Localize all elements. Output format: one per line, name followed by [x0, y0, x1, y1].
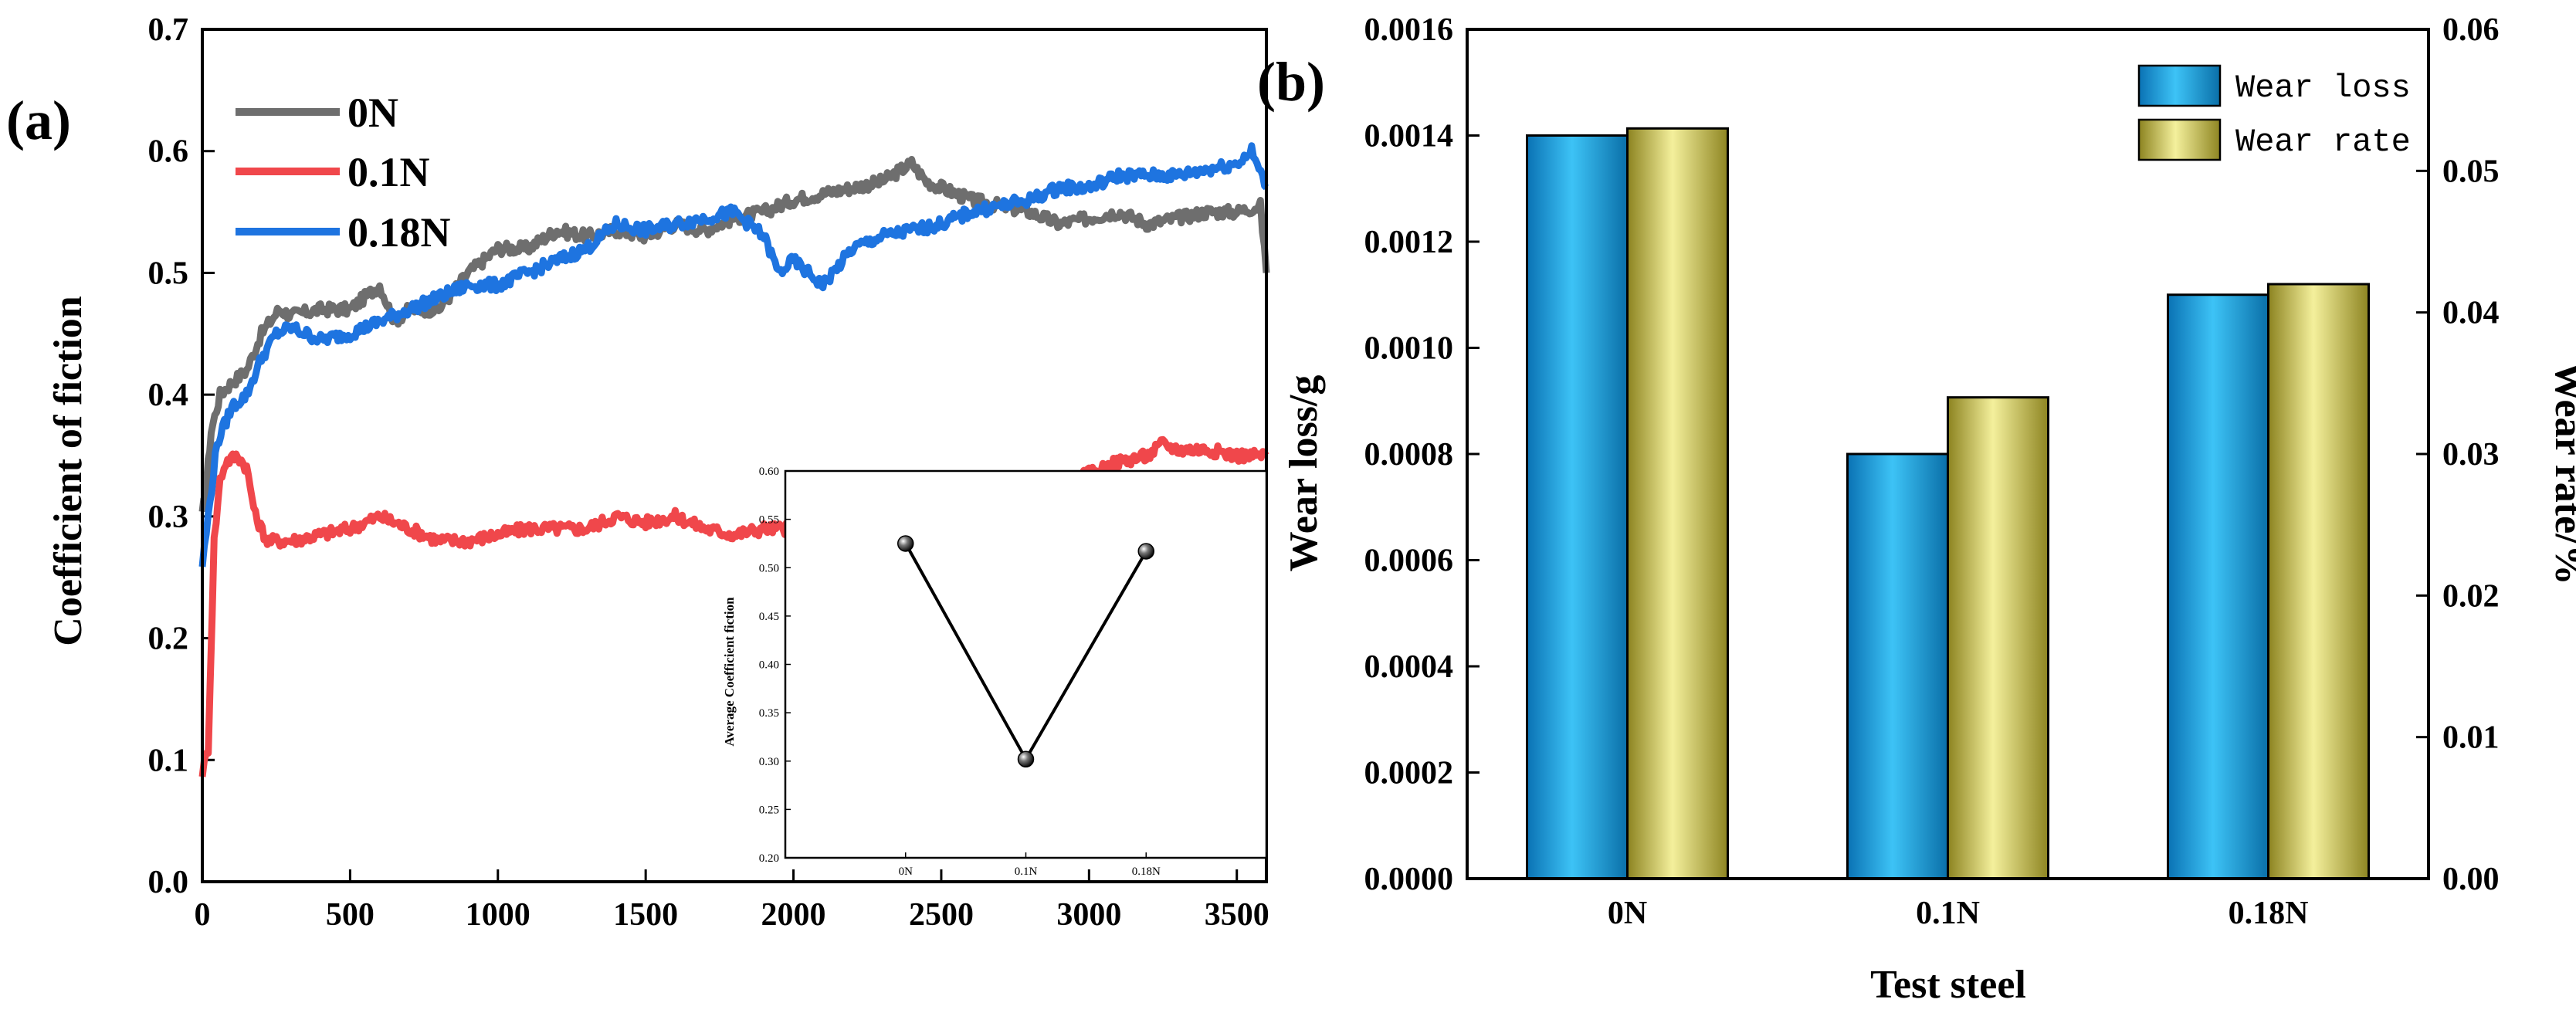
a-x-tick-label: 2000 [761, 897, 826, 933]
bar-wear-loss-0N [1526, 134, 1629, 880]
panel-b-x-axis-label: Test steel [1870, 963, 2026, 1007]
a-y-tick-label: 0.3 [148, 500, 189, 535]
legend-label-wear-loss: Wear loss [2235, 69, 2411, 107]
bar-wear-loss-0-18N [2167, 293, 2269, 880]
a-x-tick-label: 3500 [1205, 897, 1269, 933]
a-y-tick-label: 0.4 [148, 378, 189, 413]
b-x-tick-label: 0.18N [2229, 896, 2309, 931]
b-x-tick-label: 0N [1608, 896, 1647, 931]
panel-a-legend: 0N 0.1N 0.18N [236, 90, 451, 256]
panel-a-x-ticks: 0 500 1000 1500 2000 2500 3000 3500 [195, 869, 1269, 933]
panel-b-left-axis-label: Wear loss/g [1282, 375, 1326, 572]
inset-y-tick-label: 0.40 [759, 659, 779, 672]
inset-point-0N [897, 535, 914, 552]
b-left-tick-label: 0.0014 [1364, 119, 1454, 154]
a-x-tick-label: 500 [326, 897, 375, 933]
a-x-tick-label: 2500 [909, 897, 974, 933]
legend-swatch-wear-loss [2137, 64, 2222, 107]
legend-label-0-1n: 0.1N [347, 149, 430, 195]
b-right-tick-label: 0.00 [2442, 862, 2500, 897]
inset-y-tick-label: 0.60 [759, 466, 779, 478]
b-left-tick-label: 0.0010 [1364, 331, 1454, 367]
inset-x-tick-label: 0N [899, 866, 913, 878]
legend-label-0n: 0N [347, 90, 398, 136]
panel-a-label: (a) [6, 90, 71, 151]
panel-a-y-ticks: 0.0 0.1 0.2 0.3 0.4 0.5 0.6 0.7 [148, 12, 215, 900]
a-x-tick-label: 1500 [613, 897, 678, 933]
inset-y-tick-label: 0.20 [759, 852, 779, 865]
a-y-tick-label: 0.7 [148, 12, 189, 48]
inset-x-tick-label: 0.1N [1015, 866, 1038, 878]
inset-y-tick-label: 0.55 [759, 514, 779, 527]
inset-marks [897, 535, 1154, 767]
panel-b-plot-frame [1466, 28, 2430, 880]
series-line-0-1N [198, 435, 1269, 778]
inset-x-ticks: 0N 0.1N 0.18N [899, 852, 1161, 878]
a-y-tick-label: 0.2 [148, 622, 189, 657]
a-y-tick-label: 0.6 [148, 134, 189, 170]
panel-b-legend: Wear loss Wear rate [2137, 64, 2411, 161]
panel-a: (a) Coefficient of fiction 0.00.10.20.30… [6, 12, 1270, 933]
b-right-tick-label: 0.02 [2442, 578, 2500, 614]
a-y-tick-label: 0.0 [148, 865, 189, 900]
inset-y-tick-label: 0.45 [759, 611, 779, 623]
inset-y-tick-label: 0.50 [759, 562, 779, 574]
panel-a-plot-frame [201, 28, 1268, 883]
inset-y-tick-label: 0.25 [759, 804, 779, 816]
panel-a-series-lines [198, 142, 1270, 778]
b-left-tick-label: 0.0006 [1364, 544, 1454, 579]
panel-b-x-ticks: 0N 0.1N 0.18N [1608, 866, 2309, 931]
b-left-tick-label: 0.0000 [1364, 862, 1454, 897]
bar-wear-loss-0-1N [1846, 452, 1949, 880]
legend-label-wear-rate: Wear rate [2235, 124, 2411, 161]
inset-frame [784, 469, 1268, 859]
b-right-tick-label: 0.03 [2442, 437, 2500, 473]
inset-y-tick-label: 0.30 [759, 756, 779, 768]
a-x-tick-label: 3000 [1056, 897, 1121, 933]
inset-y-axis-label: Average Coefficient fiction [722, 597, 737, 747]
bar-wear-rate-0-18N [2267, 283, 2370, 880]
panel-b-right-ticks: 0.00 0.01 0.02 0.03 0.04 0.05 0.06 [2416, 12, 2500, 897]
series-line-0-18N [198, 142, 1269, 567]
b-left-tick-label: 0.0016 [1364, 12, 1454, 48]
inset-point-0-1N [1017, 750, 1035, 767]
legend-swatch-wear-rate [2137, 118, 2222, 161]
a-x-tick-label: 1000 [466, 897, 530, 933]
a-y-tick-label: 0.1 [148, 743, 189, 778]
panel-b-label: (b) [1257, 51, 1325, 113]
panel-b-right-axis-label: Wear rate/% [2547, 361, 2576, 584]
panel-a-inset: Average Coefficient fiction 0.20 0.25 0.30… [722, 466, 1268, 878]
b-right-tick-label: 0.04 [2442, 296, 2500, 331]
a-x-tick-label: 0 [195, 897, 211, 933]
b-right-tick-label: 0.05 [2442, 154, 2500, 189]
b-right-tick-label: 0.06 [2442, 12, 2500, 48]
b-x-tick-label: 0.1N [1916, 896, 1980, 931]
inset-x-tick-label: 0.18N [1132, 866, 1161, 878]
b-right-tick-label: 0.01 [2442, 720, 2500, 756]
inset-point-0-18N [1137, 543, 1154, 560]
b-left-tick-label: 0.0002 [1364, 756, 1454, 791]
inset-y-ticks: 0.20 0.25 0.30 0.35 0.40 0.45 0.50 0.55 0.60 [759, 466, 791, 865]
panel-b-left-ticks: 0.0000 0.0002 0.0004 0.0006 0.0008 0.0010 0.00… [1364, 12, 1480, 897]
b-left-tick-label: 0.0004 [1364, 649, 1454, 685]
bar-wear-rate-0-1N [1947, 396, 2049, 880]
b-left-tick-label: 0.0012 [1364, 225, 1454, 260]
legend-label-0-18n: 0.18N [347, 209, 451, 256]
bar-wear-rate-0N [1626, 127, 1729, 880]
panel-a-y-axis-label: Coefficient of fiction [46, 296, 90, 645]
a-y-tick-label: 0.5 [148, 256, 189, 291]
inset-background [785, 471, 1266, 858]
series-line-0N [198, 156, 1270, 513]
panel-b: (b) Wear loss/g Wear rate/% Test steel 0… [1257, 12, 2576, 1007]
b-left-tick-label: 0.0008 [1364, 437, 1454, 473]
inset-y-tick-label: 0.35 [759, 707, 779, 720]
panel-b-bars [1526, 127, 2370, 880]
